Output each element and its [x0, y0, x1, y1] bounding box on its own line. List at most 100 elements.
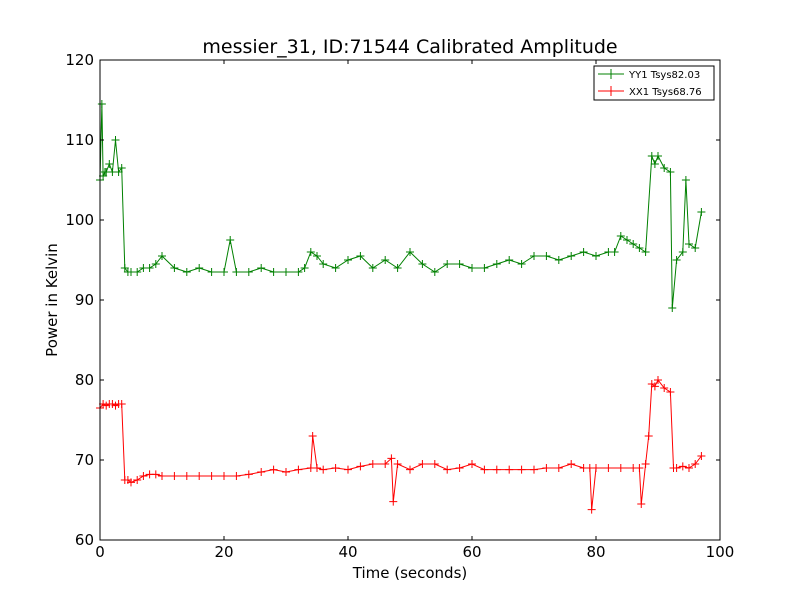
x-tick-label: 0 [95, 543, 105, 561]
series-1-point [604, 464, 613, 472]
series-0-point [505, 256, 514, 264]
y-tick-label: 110 [65, 131, 94, 149]
series-1-point [691, 460, 700, 468]
series-1-point [480, 465, 489, 474]
series-0-point [592, 252, 600, 260]
series-0-point [567, 252, 576, 260]
series-1-point [182, 472, 191, 480]
series-1-point [697, 452, 706, 460]
series-0-point [257, 264, 266, 272]
series-0-point [145, 264, 154, 272]
series-0-point [530, 252, 538, 260]
series-1-point [313, 464, 321, 472]
series-0-point [133, 268, 142, 276]
series-0-point [641, 248, 650, 256]
series-0-point [151, 260, 160, 268]
series-1-point [616, 464, 625, 472]
series-0-point [629, 240, 638, 248]
series-0-point [294, 268, 303, 276]
series-1-point [257, 468, 266, 476]
x-axis-label: Time (seconds) [352, 564, 468, 582]
series-0-point [356, 252, 365, 260]
series-0-point [668, 304, 677, 312]
series-0-point [517, 260, 526, 268]
series-0-point [207, 268, 216, 276]
series-1-point [637, 500, 646, 508]
series-1-point [244, 470, 253, 479]
series-0-point [182, 268, 191, 276]
series-0-point [244, 268, 253, 276]
series-1-point [641, 460, 650, 468]
x-tick-label: 100 [706, 543, 735, 561]
series-0-point [678, 248, 687, 256]
series-1-point [207, 472, 216, 480]
series-0-point [681, 176, 690, 184]
series-1 [96, 376, 706, 514]
legend: YY1 Tsys82.03 XX1 Tsys68.76 [593, 65, 715, 101]
series-0-point [220, 268, 228, 276]
y-tick-label: 100 [65, 211, 94, 229]
series-1-point [635, 464, 644, 472]
series-0-point [381, 256, 390, 264]
series-0-point [313, 252, 321, 260]
series-1-point [220, 472, 228, 480]
legend-marker-yy1 [606, 69, 616, 79]
series-1-point [195, 472, 204, 480]
series-0-point [232, 268, 241, 276]
series-0-point [672, 256, 681, 264]
series-1-point [644, 432, 653, 440]
legend-label-xx1: XX1 Tsys68.76 [629, 87, 702, 98]
series-1-point [319, 465, 328, 474]
y-tick-label: 80 [75, 371, 94, 389]
y-tick-label: 120 [65, 51, 94, 69]
series-0-point [635, 244, 644, 252]
series-0-point [368, 264, 377, 272]
series-0-point [97, 100, 106, 108]
plot-lines [96, 100, 706, 514]
series-1-point [660, 384, 669, 392]
series-1-point [139, 472, 148, 480]
series-1-point [368, 460, 377, 468]
series-0-point [455, 260, 464, 268]
series-0 [96, 100, 706, 312]
legend-label-yy1: YY1 Tsys82.03 [628, 70, 700, 81]
chart-title: messier_31, ID:71544 Calibrated Amplitud… [202, 36, 617, 58]
series-0-point [468, 264, 476, 272]
series-0-point [542, 252, 551, 260]
series-1-point [389, 497, 398, 506]
series-0-point [170, 264, 179, 272]
series-1-point [418, 460, 427, 468]
series-0-point [111, 136, 120, 144]
series-1-point [672, 464, 681, 472]
series-1-point [344, 465, 352, 474]
series-0-point [554, 256, 563, 264]
x-tick-label: 40 [338, 543, 357, 561]
series-1-point [542, 464, 551, 472]
series-0-point [282, 268, 290, 276]
series-0-point [269, 268, 278, 276]
series-0-point [443, 260, 452, 268]
series-1-point [133, 476, 142, 484]
series-1-point [468, 460, 476, 468]
series-1-point [151, 470, 160, 479]
y-tick-label: 90 [75, 291, 94, 309]
legend-box [593, 65, 715, 101]
series-0-point [195, 264, 204, 272]
series-1-point [678, 462, 687, 471]
y-axis-label: Power in Kelvin [43, 243, 61, 357]
series-1-point [517, 465, 526, 474]
series-0-point [319, 260, 328, 268]
series-1-point [117, 400, 126, 408]
series-0-point [650, 160, 659, 168]
series-0-point [623, 236, 631, 244]
series-0-point [610, 248, 619, 256]
series-0-point [158, 252, 166, 260]
series-0-point [660, 164, 669, 172]
series-1-point [158, 472, 166, 480]
series-1-point [592, 464, 600, 472]
series-0-point [117, 164, 126, 172]
series-1-point [170, 472, 179, 480]
x-tick-label: 60 [462, 543, 481, 561]
series-1-point [654, 376, 662, 384]
